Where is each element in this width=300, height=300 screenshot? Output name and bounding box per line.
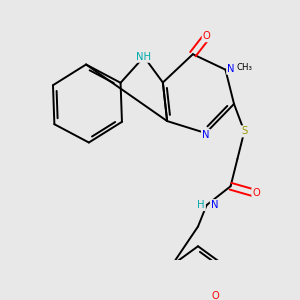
Text: N: N — [211, 200, 218, 210]
Text: N: N — [202, 130, 209, 140]
Text: S: S — [241, 126, 248, 136]
Text: CH₃: CH₃ — [237, 63, 253, 72]
Text: N: N — [227, 64, 235, 74]
Text: O: O — [203, 31, 211, 41]
Text: O: O — [252, 188, 260, 198]
Text: NH: NH — [136, 52, 152, 62]
Text: O: O — [212, 291, 220, 300]
Text: H: H — [197, 200, 205, 210]
